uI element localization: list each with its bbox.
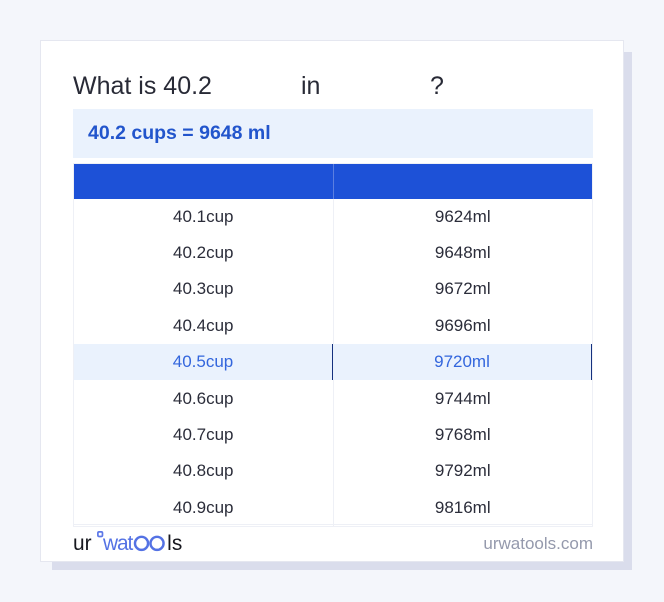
- svg-text:ur: ur: [73, 532, 92, 555]
- svg-text:wat: wat: [102, 532, 134, 555]
- svg-text:ls: ls: [167, 532, 182, 555]
